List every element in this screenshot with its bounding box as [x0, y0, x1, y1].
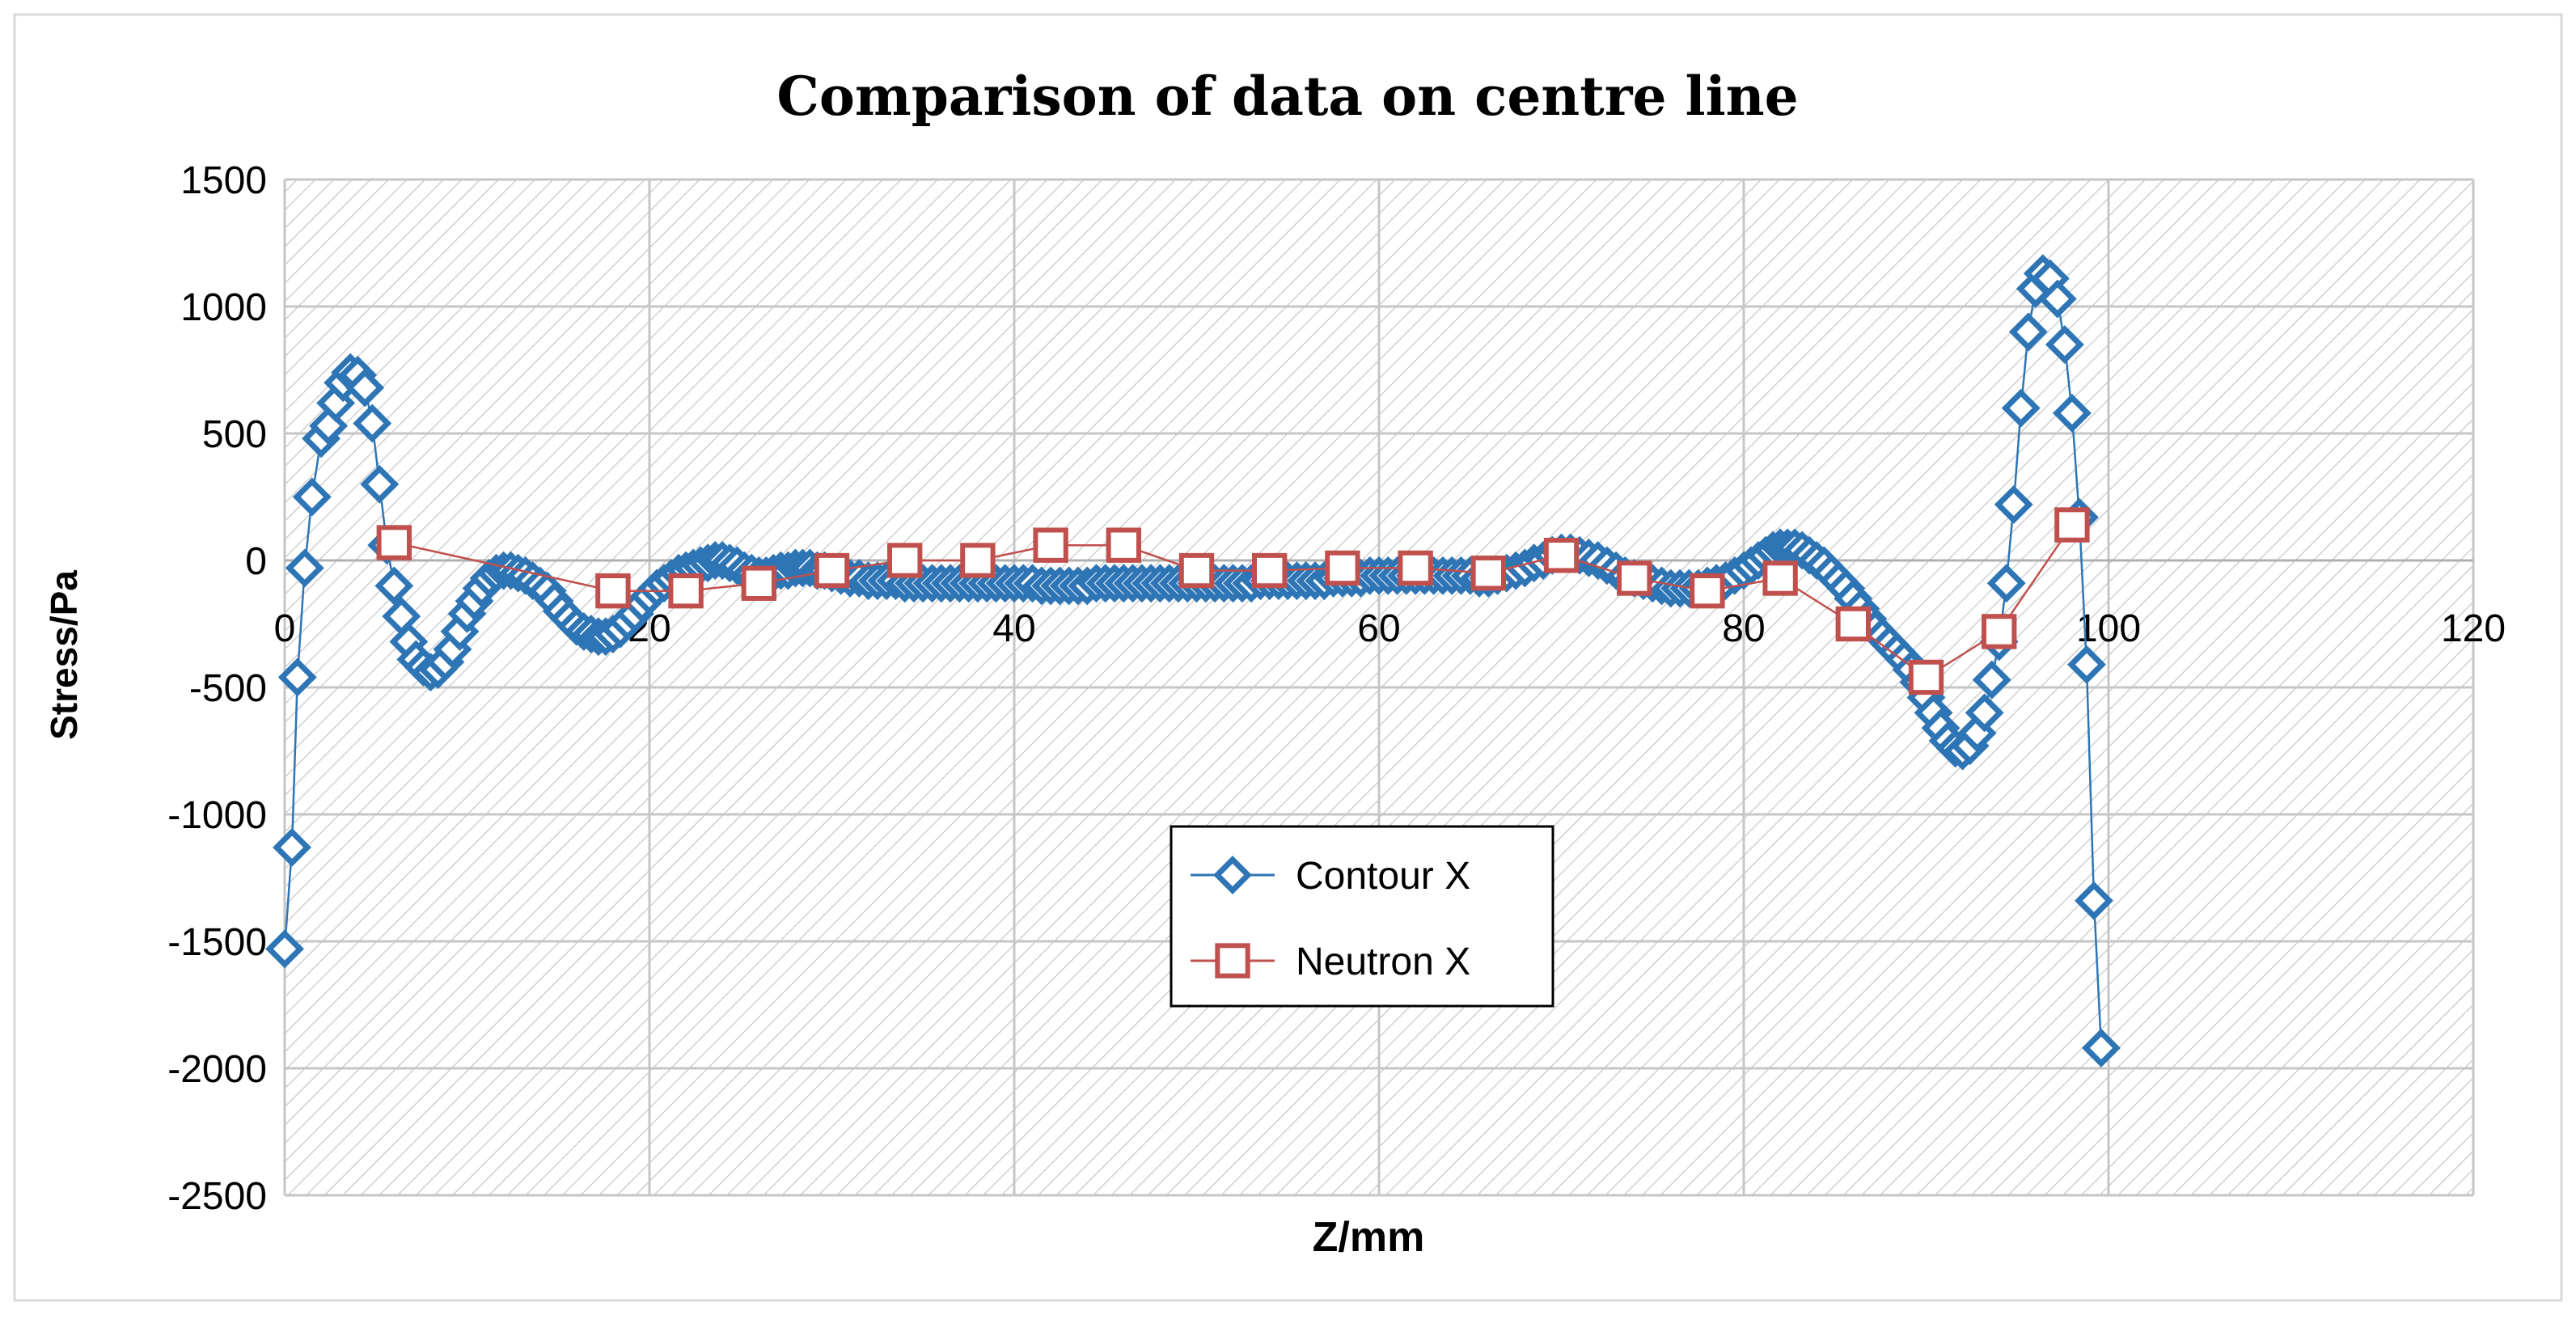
y-tick-label: -500 — [189, 667, 267, 710]
data-point — [376, 525, 412, 560]
x-tick-label: 60 — [1357, 607, 1400, 650]
series-neutron-x — [376, 507, 2090, 695]
data-point — [2008, 312, 2048, 352]
data-point — [1690, 573, 1725, 609]
y-tick-label: -1000 — [167, 794, 267, 837]
data-point — [741, 565, 776, 601]
data-point — [2037, 279, 2077, 319]
y-tick-label: 1500 — [180, 159, 267, 202]
data-point — [814, 552, 850, 589]
data-point — [273, 827, 311, 867]
chart-title: Comparison of data on centre line — [776, 65, 1798, 128]
data-point — [2075, 881, 2113, 920]
data-point — [1178, 552, 1215, 589]
x-axis-label: Z/mm — [1313, 1214, 1425, 1261]
data-point — [2045, 325, 2084, 365]
y-tick-label: 1000 — [180, 286, 267, 329]
y-axis-label: Stress/Pa — [43, 570, 85, 740]
y-tick-label: 0 — [245, 540, 267, 583]
y-tick-label: -2000 — [167, 1048, 267, 1091]
data-point — [1994, 484, 2033, 524]
data-point — [2052, 393, 2092, 433]
data-point — [595, 573, 631, 609]
x-tick-label: 80 — [1722, 607, 1765, 650]
data-point — [1908, 659, 1944, 695]
x-tick-label: 100 — [2076, 607, 2141, 650]
data-point — [1543, 538, 1580, 573]
data-point — [1982, 614, 2017, 649]
data-point — [887, 543, 923, 578]
data-point — [668, 573, 704, 609]
data-point — [1106, 527, 1141, 563]
series-line — [394, 524, 2073, 679]
data-point — [360, 464, 400, 504]
legend-label: Contour X — [1296, 855, 1470, 898]
legend-items: Contour X Neutron X — [1191, 855, 1470, 983]
data-point — [1470, 556, 1506, 591]
data-point — [2054, 507, 2090, 543]
legend-marker — [1213, 856, 1252, 894]
legend-label: Neutron X — [1296, 941, 1470, 983]
legend: Contour X Neutron X — [1170, 825, 1554, 1008]
data-point — [1252, 552, 1288, 589]
data-point — [353, 404, 392, 443]
data-point — [1033, 527, 1068, 563]
data-point — [265, 929, 304, 969]
y-tick-labels: 1500 1000 500 0 -500 -1000 -1500 -2000 -2500 — [167, 159, 267, 1218]
data-point — [2001, 388, 2041, 428]
data-point — [1398, 550, 1433, 586]
y-tick-label: -2500 — [167, 1175, 267, 1218]
x-tick-labels: 0 20 40 60 80 100 120 — [274, 607, 2506, 650]
data-point — [960, 543, 996, 578]
series-layer — [265, 254, 2121, 1067]
y-tick-label: -1500 — [167, 921, 267, 964]
data-point — [1972, 660, 2011, 700]
data-point — [1965, 693, 2004, 733]
data-point — [1762, 560, 1798, 596]
data-point — [1835, 606, 1872, 642]
data-point — [374, 566, 414, 606]
y-tick-label: 500 — [202, 413, 267, 456]
data-point — [285, 548, 324, 588]
data-point — [1986, 564, 2026, 603]
data-point — [345, 368, 385, 408]
data-point — [2082, 1028, 2121, 1067]
data-point — [1617, 560, 1652, 596]
x-tick-label: 0 — [274, 607, 296, 650]
legend-marker — [1215, 943, 1250, 979]
data-point — [2066, 645, 2106, 684]
data-point — [292, 477, 332, 517]
data-point — [277, 657, 317, 697]
data-point — [1325, 550, 1360, 586]
x-tick-label: 40 — [992, 607, 1035, 650]
x-tick-label: 120 — [2441, 607, 2506, 650]
